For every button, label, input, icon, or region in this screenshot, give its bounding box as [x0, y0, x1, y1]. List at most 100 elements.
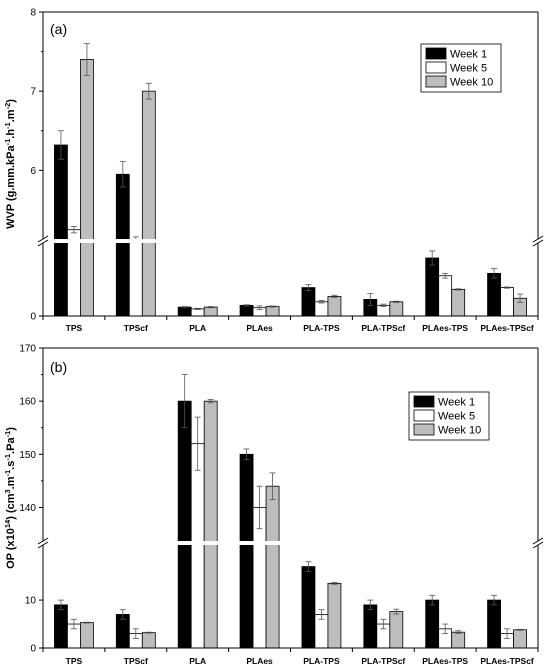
legend-swatch — [413, 423, 435, 436]
bar — [54, 144, 68, 317]
y-axis-label-superscript: -1 — [3, 470, 12, 477]
bar — [141, 90, 156, 317]
legend-swatch — [425, 61, 447, 74]
y-axis-label-superscript: -2 — [3, 103, 12, 110]
bar — [487, 272, 501, 317]
category-label: TPScf — [124, 323, 148, 333]
legend-label: Week 1 — [450, 49, 487, 61]
y-axis-label-superscript: -1 — [3, 431, 12, 438]
chart-panel-b: TPS TPScf PLA PLAes PLA-TPS PLA-TPScf PLAes-TP… — [3, 344, 544, 666]
y-axis-label-part: ) — [5, 427, 17, 431]
y-tick-label: 150 — [19, 450, 36, 461]
legend: Week 1 Week 5 Week 10 — [408, 391, 490, 441]
break-mark — [37, 235, 49, 243]
category-label: PLA — [189, 323, 206, 333]
bar — [265, 485, 280, 649]
legend-swatch — [413, 395, 435, 408]
bar — [141, 632, 156, 649]
legend-swatch — [425, 47, 447, 60]
y-tick-label: 0 — [30, 644, 36, 655]
legend-swatch — [425, 75, 447, 88]
bar — [80, 622, 94, 649]
category-label: PLA — [189, 656, 206, 666]
y-axis-label-superscript: -1 — [3, 122, 12, 129]
axis-break-gap — [41, 239, 540, 243]
bar — [327, 296, 342, 317]
bar — [265, 306, 280, 317]
category-label: PLA-TPS — [303, 656, 340, 666]
category-label: TPS — [66, 656, 83, 666]
y-tick-label: 8 — [30, 8, 36, 19]
bar — [239, 304, 254, 317]
bar — [177, 306, 192, 317]
break-mark — [532, 541, 544, 549]
bar — [239, 453, 254, 649]
category-label: PLA-TPS — [303, 323, 340, 333]
y-axis-label-part: .h — [5, 129, 17, 139]
break-mark — [37, 239, 49, 247]
bar — [425, 599, 440, 649]
y-axis-label: WVP (g.mm.kPa-1.h-1.m-2) — [3, 99, 18, 229]
legend-label: Week 10 — [438, 425, 481, 437]
break-mark — [532, 537, 544, 545]
y-tick-label: 170 — [19, 344, 36, 355]
legend-label: Week 10 — [450, 77, 493, 89]
y-axis-label: OP (x1014) (cm3.m-1.s-1.Pa-1) — [3, 427, 18, 569]
y-axis-label-part: .s — [5, 461, 17, 470]
bar — [177, 400, 192, 649]
category-label: PLAes — [246, 323, 273, 333]
category-label: PLAes-TPS — [422, 323, 468, 333]
axis-break-gap — [41, 541, 540, 545]
bar — [314, 301, 329, 317]
break-mark — [532, 239, 544, 247]
legend-label: Week 1 — [438, 397, 475, 409]
y-axis-label-part: .Pa — [5, 437, 17, 454]
y-axis-label-main: WVP (g.mm.kPa — [5, 145, 17, 229]
bar — [438, 275, 453, 317]
legend-label: Week 5 — [438, 411, 475, 423]
bar — [301, 287, 316, 317]
y-axis-label-part: ) (cm — [5, 493, 17, 520]
bar — [487, 599, 501, 649]
bar — [389, 611, 404, 649]
y-tick-label: 140 — [19, 503, 36, 514]
bar — [115, 173, 130, 317]
break-mark — [37, 537, 49, 545]
y-axis-label-superscript: 14 — [3, 519, 12, 528]
category-label: PLAes-TPScf — [480, 656, 534, 666]
legend-swatch — [413, 409, 435, 422]
category-label: PLA-TPScf — [361, 323, 405, 333]
category-label: PLAes — [246, 656, 273, 666]
category-label: PLAes-TPS — [422, 656, 468, 666]
panel-label: (a) — [50, 21, 67, 37]
bar — [389, 301, 404, 317]
bar — [363, 604, 378, 649]
y-tick-label: 6 — [30, 166, 36, 177]
bar — [451, 288, 466, 317]
bar — [500, 287, 514, 317]
chart-panel-a: TPS TPScf PLA PLAes PLA-TPS PLA-TPScf PLAes-TP… — [3, 8, 544, 333]
bar — [376, 304, 391, 317]
bar — [451, 631, 466, 649]
bar — [80, 59, 94, 317]
y-tick-label: 160 — [19, 397, 36, 408]
panel-label: (b) — [50, 359, 67, 375]
bar — [425, 257, 440, 317]
y-axis-label-superscript: -1 — [3, 139, 12, 146]
category-label: PLA-TPScf — [361, 656, 405, 666]
bar — [513, 629, 527, 649]
break-mark — [532, 235, 544, 243]
category-label: TPS — [66, 323, 83, 333]
y-axis-label-superscript: -1 — [3, 454, 12, 461]
category-label: TPScf — [124, 656, 148, 666]
y-axis-label-part: ) — [5, 99, 17, 103]
y-axis-label-superscript: 3 — [3, 489, 12, 493]
legend: Week 1 Week 5 Week 10 — [420, 43, 502, 93]
y-tick-label: 7 — [30, 87, 36, 98]
bar — [190, 443, 205, 649]
y-axis-label-part: .m — [5, 109, 17, 122]
bar — [203, 400, 218, 649]
y-axis-label-part: .m — [5, 476, 17, 489]
bar — [128, 240, 143, 317]
